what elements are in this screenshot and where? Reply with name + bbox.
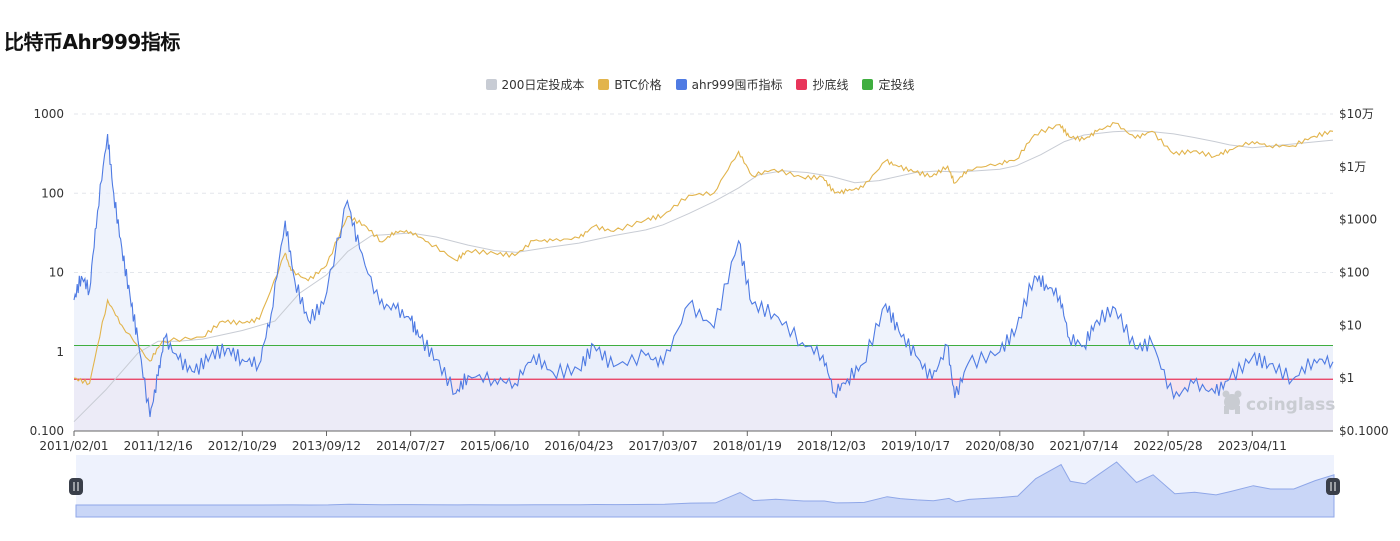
y-left-tick-label: 100: [41, 186, 64, 200]
legend-label-dca-line: 定投线: [878, 78, 915, 92]
x-tick-label: 2012/10/29: [208, 439, 277, 453]
legend-swatch-dca-cost: [485, 79, 497, 90]
x-tick-label: 2018/01/19: [713, 439, 782, 453]
x-tick-label: 2021/07/14: [1049, 439, 1118, 453]
y-left-tick-label: 10: [49, 266, 64, 280]
legend-label-bottom-line: 抄底线: [812, 78, 849, 92]
y-right-tick-label: $1000: [1339, 213, 1377, 227]
legend-item-bottom-line[interactable]: 抄底线: [796, 76, 848, 93]
legend-item-btc-price[interactable]: BTC价格: [598, 76, 662, 93]
y-left-tick-label: 1: [56, 345, 64, 359]
coinglass-logo-icon: [1222, 390, 1242, 414]
ahr999-area: [74, 134, 1333, 431]
x-tick-label: 2015/06/10: [460, 439, 529, 453]
series-layer: [73, 121, 1334, 431]
x-tick-label: 2023/04/11: [1218, 439, 1287, 453]
legend-swatch-bottom-line: [796, 79, 808, 90]
x-tick-label: 2019/10/17: [881, 439, 950, 453]
y-left-tick-label: 0.100: [30, 424, 64, 438]
x-tick-label: 2011/02/01: [39, 439, 108, 453]
y-right-tick-label: $0.1000: [1339, 424, 1389, 438]
y-right-tick-label: $1万: [1339, 160, 1366, 174]
y-right-tick-label: $100: [1339, 266, 1370, 280]
legend-swatch-btc-price: [598, 79, 610, 90]
y-right-tick-label: $10万: [1339, 107, 1374, 121]
y-right-tick-label: $1: [1339, 371, 1354, 385]
navigator-overview-area: [75, 461, 1335, 518]
coinglass-watermark: coinglass: [1222, 390, 1335, 415]
x-tick-label: 2022/05/28: [1134, 439, 1203, 453]
ahr999-line: [73, 133, 1334, 418]
x-tick-label: 2016/04/23: [544, 439, 613, 453]
legend-label-ahr999: ahr999囤币指标: [691, 78, 783, 92]
navigator-left-handle[interactable]: [69, 478, 83, 495]
navigator-right-handle[interactable]: [1326, 478, 1340, 495]
x-tick-label: 2013/09/12: [292, 439, 361, 453]
legend-swatch-ahr999: [675, 79, 687, 90]
legend-label-btc-price: BTC价格: [614, 78, 662, 92]
watermark-text: coinglass: [1246, 395, 1335, 415]
legend-item-dca-line[interactable]: 定投线: [862, 76, 915, 93]
x-tick-label: 2011/12/16: [124, 439, 193, 453]
x-tick-label: 2018/12/03: [797, 439, 866, 453]
y-left-tick-label: 1000: [33, 107, 64, 121]
legend-item-dca-cost[interactable]: 200日定投成本: [485, 76, 585, 93]
legend-item-ahr999[interactable]: ahr999囤币指标: [675, 76, 783, 93]
x-tick-label: 2020/08/30: [965, 439, 1034, 453]
zoom-navigator[interactable]: [69, 455, 1340, 518]
page-title: 比特币Ahr999指标: [4, 30, 180, 54]
x-tick-label: 2017/03/07: [629, 439, 698, 453]
legend-swatch-dca-line: [862, 79, 874, 90]
axes: 0.100 1 10 100 1000 $0.1000 $1 $10 $100 $1000 $1万 $…: [30, 107, 1389, 453]
x-tick-label: 2014/07/27: [376, 439, 445, 453]
y-right-tick-label: $10: [1339, 318, 1362, 332]
legend-label-dca-cost: 200日定投成本: [501, 78, 585, 92]
btc-price-line: [73, 121, 1334, 386]
chart-legend: 200日定投成本 BTC价格 ahr999囤币指标 抄底线 定投线: [0, 76, 1400, 93]
